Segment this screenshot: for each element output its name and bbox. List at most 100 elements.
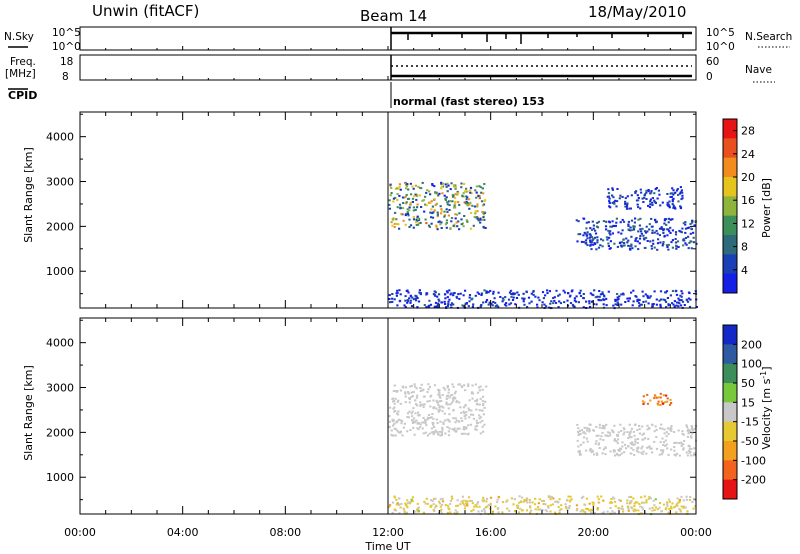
data-cell (680, 495, 683, 498)
data-cell (484, 512, 487, 515)
data-cell (674, 454, 677, 457)
data-cell (583, 231, 586, 234)
data-cell (587, 427, 591, 430)
data-cell (642, 295, 645, 298)
data-cell (404, 295, 407, 298)
data-cell (489, 502, 492, 505)
data-cell (554, 301, 558, 304)
data-cell (448, 298, 451, 301)
data-cell (591, 449, 594, 452)
data-cell (654, 498, 657, 501)
data-cell (481, 218, 484, 221)
data-cell (425, 424, 428, 427)
data-cell (393, 508, 396, 511)
data-cell (428, 226, 431, 228)
data-cell (394, 211, 397, 214)
data-cell (654, 202, 657, 204)
data-cell (662, 449, 665, 452)
data-cell (651, 451, 654, 454)
data-cell (673, 446, 676, 448)
data-cell (583, 426, 586, 429)
data-cell (669, 232, 672, 234)
data-cell (437, 298, 440, 301)
data-cell (441, 410, 444, 413)
data-cell (398, 183, 401, 186)
data-cell (481, 425, 484, 428)
data-cell (411, 185, 414, 188)
data-cell (653, 440, 656, 443)
data-cell (404, 182, 408, 185)
data-cell (450, 302, 454, 305)
nsky-tick-bottom: 10^0 (52, 41, 81, 53)
data-cell (463, 183, 466, 185)
data-cell (592, 237, 595, 240)
data-cell (688, 292, 691, 295)
data-cell (537, 502, 540, 505)
data-cell (464, 432, 467, 435)
data-cell (676, 502, 679, 505)
data-cell (409, 201, 412, 204)
data-cell (429, 505, 432, 508)
data-cell (632, 430, 635, 433)
data-cell (393, 226, 396, 228)
data-cell (680, 442, 684, 445)
data-cell (678, 454, 681, 457)
x-tick-label: 20:00 (577, 526, 609, 539)
data-cell (613, 497, 616, 500)
data-cell (404, 213, 408, 215)
data-cell (458, 228, 461, 231)
data-cell (623, 451, 626, 454)
data-cell (435, 305, 438, 308)
data-cell (485, 500, 488, 503)
data-cell (689, 450, 692, 453)
data-cell (607, 431, 610, 434)
data-cell (685, 243, 688, 246)
data-cell (478, 386, 481, 389)
data-cell (541, 291, 545, 294)
data-cell (622, 427, 625, 430)
data-cell (672, 189, 675, 192)
data-cell (628, 436, 631, 439)
data-cell (670, 402, 673, 404)
data-cell (586, 231, 589, 234)
data-cell (553, 296, 556, 299)
data-cell (646, 230, 649, 233)
data-cell (659, 241, 662, 244)
data-cell (441, 426, 444, 429)
data-cell (603, 298, 606, 301)
data-cell (685, 498, 688, 501)
data-cell (542, 297, 545, 300)
data-cell (692, 454, 696, 457)
data-cell (422, 406, 425, 409)
data-cell (602, 511, 605, 514)
data-cell (597, 443, 600, 446)
data-cell (460, 500, 463, 503)
data-cell (391, 418, 394, 421)
data-cell (480, 509, 483, 512)
data-cell (668, 200, 671, 203)
data-cell (414, 399, 417, 402)
data-cell (435, 399, 438, 402)
data-cell (667, 453, 670, 456)
data-cell (630, 443, 633, 446)
data-cell (449, 227, 452, 230)
data-cell (388, 294, 391, 297)
data-cell (497, 291, 500, 294)
data-cell (448, 396, 451, 399)
data-cell (665, 306, 668, 309)
data-cell (392, 218, 395, 221)
data-cell (624, 197, 627, 200)
data-cell (437, 221, 440, 224)
data-cell (478, 185, 481, 188)
data-cell (399, 299, 402, 302)
data-cell (682, 505, 685, 508)
data-cell (606, 238, 609, 241)
data-cell (613, 449, 616, 452)
data-cell (410, 412, 413, 415)
colorbar-tick-label: 100 (741, 358, 762, 371)
data-cell (434, 497, 437, 500)
data-cell (682, 222, 685, 225)
data-cell (677, 297, 680, 300)
data-cell (673, 300, 676, 303)
data-cell (640, 496, 643, 499)
